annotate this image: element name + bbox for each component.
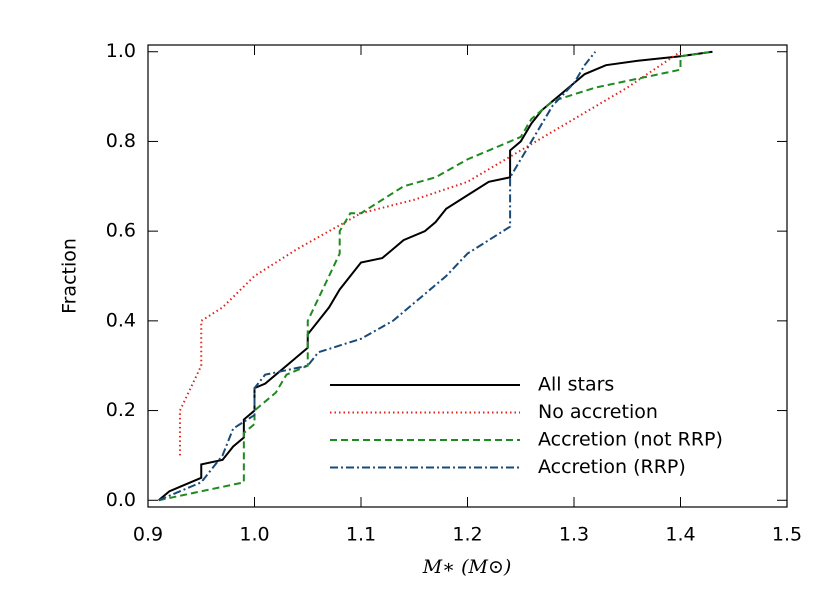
x-tick-label: 1.2	[452, 524, 482, 546]
x-tick-label: 1.1	[346, 524, 376, 546]
legend-label: Accretion (RRP)	[538, 456, 686, 478]
legend-label: No accretion	[538, 401, 658, 423]
series-line	[158, 51, 597, 502]
y-axis-label: Fraction	[59, 238, 81, 314]
y-tick-label: 0.6	[106, 220, 136, 242]
x-tick-label: 1.4	[665, 524, 695, 546]
x-tick-label: 1.3	[559, 524, 589, 546]
y-tick-label: 1.0	[106, 40, 136, 62]
y-tick-label: 0.0	[106, 489, 136, 511]
legend-label: Accretion (not RRP)	[538, 429, 723, 451]
series-line	[158, 50, 713, 502]
series-line	[178, 50, 682, 456]
x-tick-label: 1.5	[772, 524, 802, 546]
x-tick-label: 1.0	[239, 524, 269, 546]
legend-label: All stars	[538, 374, 614, 396]
x-tick-label: 0.9	[133, 524, 163, 546]
series-line	[158, 50, 713, 502]
x-axis-label: M∗ (M⊙)	[422, 556, 512, 578]
y-tick-label: 0.2	[106, 399, 136, 421]
y-tick-label: 0.4	[106, 309, 136, 331]
y-tick-label: 0.8	[106, 130, 136, 152]
